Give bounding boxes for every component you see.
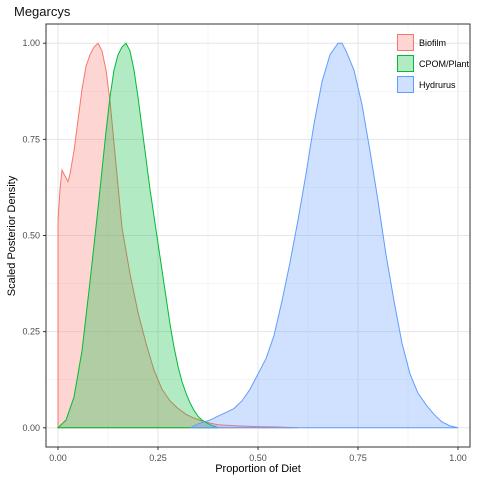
legend: Biofilm CPOM/Plant Hydrurus	[397, 34, 470, 93]
legend-key-cpom-plant	[397, 55, 414, 72]
y-tick-label: 0.25	[22, 327, 40, 337]
density-areas	[56, 42, 459, 429]
x-tick-label: 0.25	[149, 453, 167, 463]
chart-title: Megarcys	[14, 4, 71, 19]
x-tick-label: 0.50	[249, 453, 267, 463]
y-tick-label: 0.50	[22, 231, 40, 241]
x-tick-label: 1.00	[449, 453, 467, 463]
legend-key-bg	[397, 55, 414, 72]
y-tick-label: 1.00	[22, 38, 40, 48]
legend-label-hydrurus: Hydrurus	[419, 80, 456, 90]
legend-key-hydrurus	[397, 76, 414, 93]
y-tick-label: 0.00	[22, 423, 40, 433]
x-axis-label: Proportion of Diet	[215, 463, 301, 475]
y-axis-label: Scaled Posterior Density	[6, 175, 18, 296]
area-biofilm	[57, 42, 299, 429]
y-axis: 0.00 0.25 0.50 0.75 1.00	[22, 38, 46, 433]
legend-label-cpom-plant: CPOM/Plant	[419, 59, 470, 69]
x-axis: 0.00 0.25 0.50 0.75 1.00	[49, 447, 467, 463]
legend-key-bg	[397, 76, 414, 93]
x-tick-label: 0.75	[349, 453, 367, 463]
legend-key-bg	[397, 34, 414, 51]
x-tick-label: 0.00	[49, 453, 67, 463]
legend-label-biofilm: Biofilm	[419, 38, 446, 48]
area-cpom-plant	[56, 42, 219, 429]
y-tick-label: 0.75	[22, 134, 40, 144]
legend-key-biofilm	[397, 34, 414, 51]
area-hydrurus	[189, 42, 459, 429]
